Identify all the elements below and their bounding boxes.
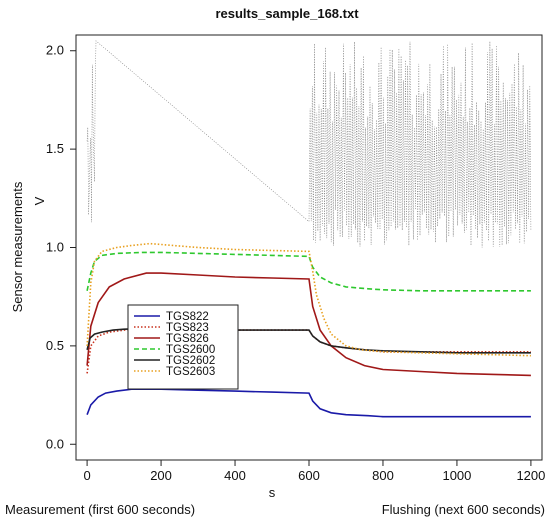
- chart-title: results_sample_168.txt: [215, 6, 359, 21]
- legend-label: TGS826: [166, 333, 209, 345]
- x-tick-label: 400: [224, 468, 246, 483]
- legend-box: [127, 304, 239, 390]
- series-line-tgs2603: [86, 242, 531, 357]
- series-lines: [86, 242, 531, 418]
- y-axis-unit: V: [32, 196, 47, 205]
- series-line-tgs2602: [86, 327, 531, 354]
- series-line-tgs822: [86, 388, 531, 418]
- plot-frame: [75, 34, 543, 461]
- y-axis-label: Sensor measurements: [10, 181, 25, 312]
- y-tick-label: 0.5: [46, 338, 64, 353]
- y-tick-label: 1.5: [46, 141, 64, 156]
- series-line-tgs2600: [86, 251, 531, 292]
- x-tick-label: 0: [83, 468, 90, 483]
- y-tick-label: 1.0: [46, 240, 64, 255]
- x-tick-label: 200: [150, 468, 172, 483]
- footer-right: Flushing (next 600 seconds): [382, 502, 545, 517]
- y-tick-label: 2.0: [46, 43, 64, 58]
- legend-label: TGS823: [166, 322, 209, 334]
- footer-left: Measurement (first 600 seconds): [5, 502, 195, 517]
- legend-label: TGS2600: [166, 344, 215, 356]
- noise-trace-path: [86, 40, 532, 248]
- x-tick-label: 600: [298, 468, 320, 483]
- x-tick-label: 1200: [516, 468, 545, 483]
- axes: 0 200 400 600 800 1000 1200 0.0 0.5 1.0 1.5 2.0: [46, 43, 545, 483]
- legend-label: TGS2603: [166, 366, 215, 378]
- legend-label: TGS2602: [166, 355, 215, 367]
- x-tick-label: 800: [372, 468, 394, 483]
- legend-label: TGS822: [166, 311, 209, 323]
- x-tick-label: 1000: [442, 468, 471, 483]
- y-tick-label: 0.0: [46, 436, 64, 451]
- x-axis-label: s: [269, 485, 276, 500]
- noise-trace: [86, 40, 532, 248]
- series-line-tgs826: [86, 272, 531, 377]
